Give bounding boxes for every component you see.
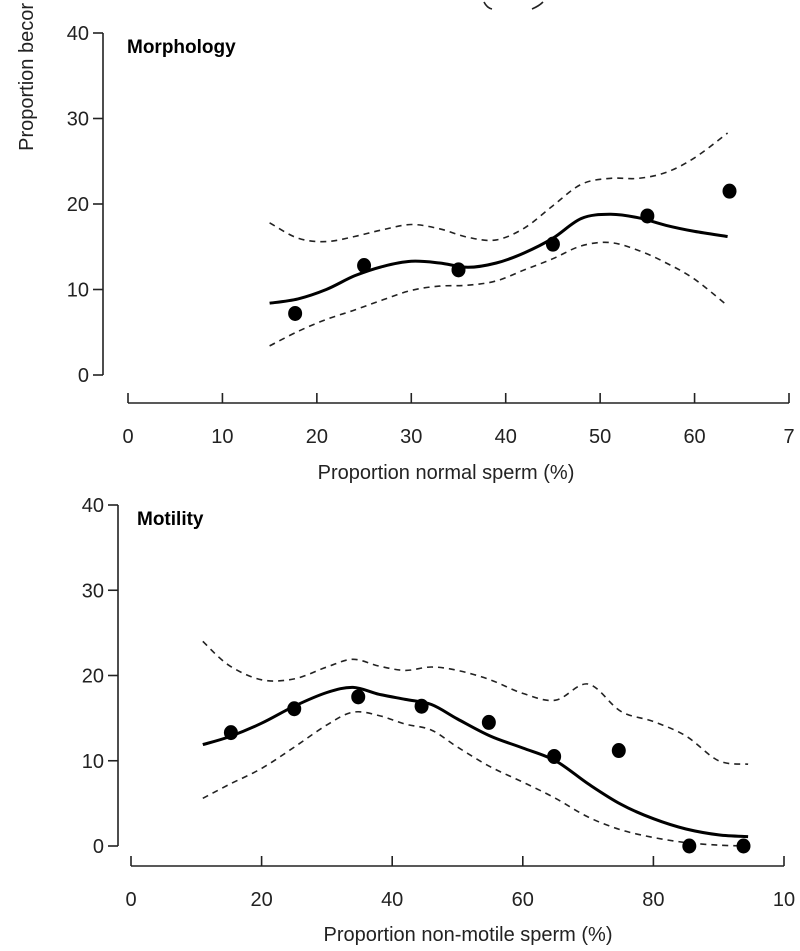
motility-data-point	[414, 698, 429, 714]
morphology-y-tick-label: 30	[67, 109, 89, 131]
morphology-y-tick-label: 10	[67, 280, 89, 302]
motility-x-tick-label: 40	[381, 889, 403, 911]
morphology-y-tick-label: 0	[78, 365, 89, 387]
morphology-data-point	[640, 208, 655, 224]
motility-lower-ci-line	[202, 710, 749, 847]
morphology-data-point	[451, 262, 466, 278]
motility-data-point	[736, 838, 751, 854]
motility-data-point	[611, 743, 626, 759]
motility-y-tick-label: 40	[82, 495, 104, 517]
motility-x-tick-label: 20	[250, 889, 272, 911]
motility-data-point	[481, 714, 496, 730]
morphology-x-tick-label: 30	[400, 426, 422, 448]
motility-x-axis-label: Proportion non-motile sperm (%)	[324, 924, 613, 946]
morphology-x-tick-label: 50	[589, 426, 611, 448]
morphology-data-point	[288, 305, 303, 321]
morphology-y-tick-label: 40	[67, 23, 89, 45]
motility-data-point	[223, 725, 238, 741]
morphology-data-point	[545, 236, 560, 252]
morphology-y-axis-label: Proportion becor	[16, 3, 38, 151]
morphology-x-axis-label: Proportion normal sperm (%)	[318, 462, 575, 484]
motility-panel: Motility Proportion non-motile sperm (%)…	[82, 495, 795, 946]
motility-panel-title: Motility	[137, 509, 204, 530]
motility-y-tick-label: 0	[93, 836, 104, 858]
motility-y-tick-label: 20	[82, 666, 104, 688]
motility-upper-ci-line	[202, 640, 749, 765]
motility-y-tick-label: 10	[82, 751, 104, 773]
morphology-y-tick-label: 20	[67, 194, 89, 216]
morphology-x-tick-label: 40	[495, 426, 517, 448]
motility-data-point	[547, 748, 562, 764]
morphology-data-point	[357, 258, 372, 274]
morphology-x-tick-label: 10	[211, 426, 233, 448]
morphology-panel-title: Morphology	[127, 37, 236, 58]
motility-y-tick-label: 30	[82, 580, 104, 602]
motility-x-tick-label: 60	[512, 889, 534, 911]
motility-data-point	[351, 689, 366, 705]
morphology-x-tick-label: 60	[683, 426, 705, 448]
motility-data-point	[287, 701, 302, 717]
motility-x-tick-label: 0	[125, 889, 136, 911]
morphology-data-point	[722, 183, 737, 199]
morphology-upper-ci-line	[269, 132, 729, 243]
morphology-x-tick-label: 0	[122, 426, 133, 448]
motility-data-point	[682, 838, 697, 854]
morphology-x-tick-label: 20	[306, 426, 328, 448]
motility-x-tick-label: 80	[642, 889, 664, 911]
morphology-lower-ci-line	[269, 241, 729, 347]
motility-fit-line	[202, 685, 749, 839]
motility-x-tick-label: 10	[773, 889, 795, 911]
morphology-x-tick-label: 7	[783, 426, 794, 448]
cropped-fragment-mark	[483, 1, 544, 10]
morphology-panel: Morphology Proportion becor Proportion n…	[16, 1, 795, 484]
